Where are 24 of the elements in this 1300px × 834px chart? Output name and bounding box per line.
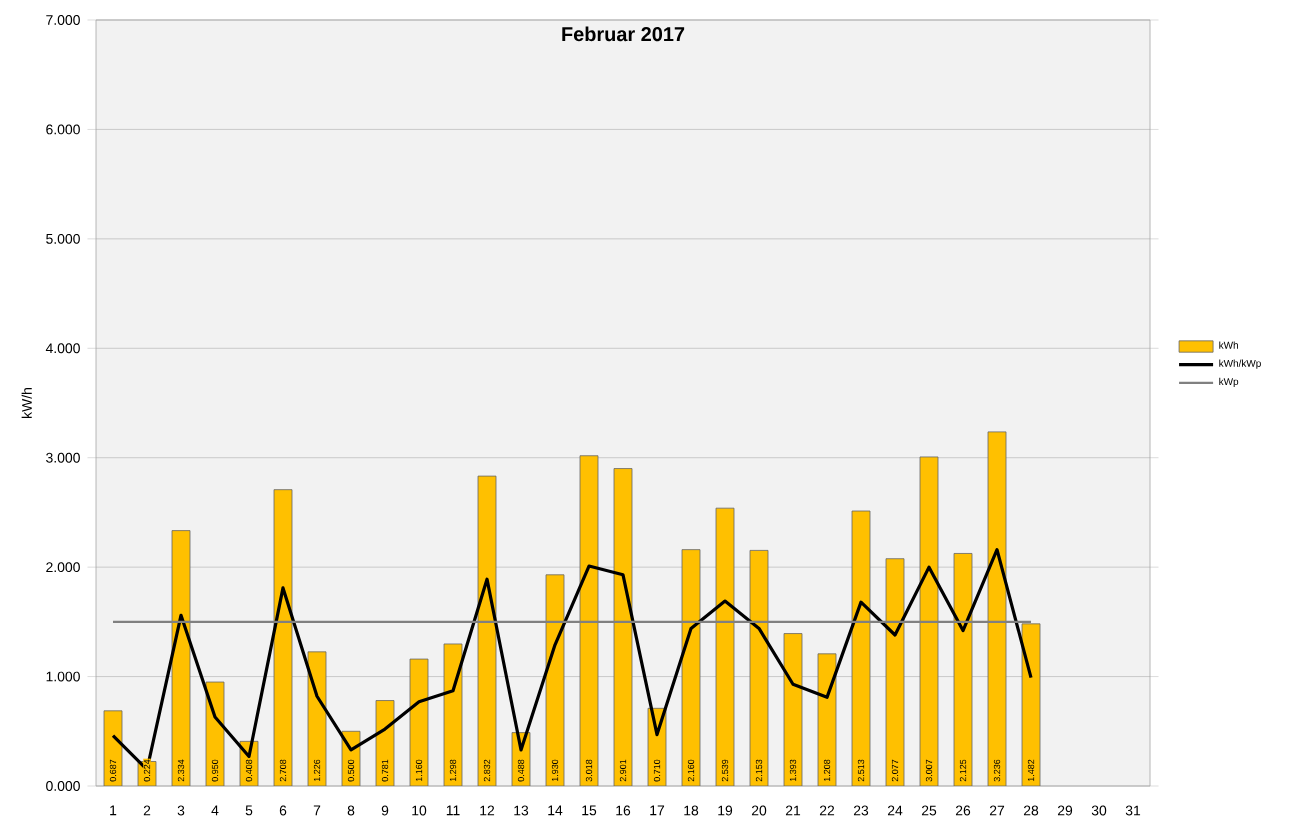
bar	[307, 651, 327, 786]
bar	[103, 710, 123, 786]
bar	[817, 653, 837, 786]
bar	[443, 643, 463, 786]
bar	[987, 431, 1007, 786]
bar	[409, 658, 429, 786]
bar	[273, 489, 293, 786]
bar	[613, 468, 633, 786]
bar	[375, 700, 395, 786]
bar	[1021, 623, 1041, 786]
bar	[681, 549, 701, 786]
bar	[783, 633, 803, 786]
bar	[477, 475, 497, 786]
bar	[749, 550, 769, 786]
bar	[919, 456, 939, 786]
bar	[885, 558, 905, 786]
bar	[545, 574, 565, 786]
chart-title: Februar 2017	[562, 26, 685, 42]
bar	[171, 530, 191, 786]
bar	[205, 681, 225, 786]
bar	[953, 553, 973, 786]
bar	[851, 510, 871, 786]
bar	[715, 507, 735, 786]
bar	[579, 455, 599, 786]
